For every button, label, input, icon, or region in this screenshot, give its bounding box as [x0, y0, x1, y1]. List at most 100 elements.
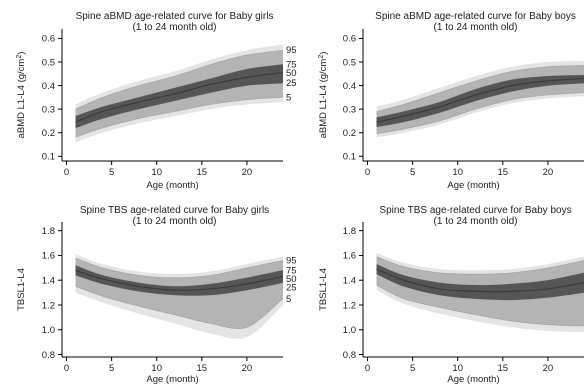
x-tick-label: 0	[64, 167, 69, 178]
y-tick-label: 0.8	[42, 350, 55, 361]
x-tick-label: 5	[410, 167, 415, 178]
y-tick-label: 1.2	[343, 300, 356, 311]
percentile-label-p95: 95	[286, 255, 297, 266]
x-tick-label: 10	[452, 363, 463, 374]
series-line-p75	[376, 74, 584, 118]
x-tick-label: 15	[498, 167, 509, 178]
series-line-p50	[75, 269, 283, 291]
y-tick-label: 0.5	[42, 57, 55, 68]
panel-subtitle: (1 to 24 month old)	[434, 22, 518, 33]
percentile-label-p75: 75	[286, 59, 297, 70]
x-tick-label: 15	[197, 167, 208, 178]
percentile-label-p50: 50	[286, 68, 297, 79]
y-tick-label: 1.8	[42, 226, 55, 237]
y-tick-label: 0.3	[42, 104, 55, 115]
percentile-label-p5: 5	[286, 92, 291, 103]
y-tick-label: 1.0	[343, 325, 356, 336]
percentile-label-p75: 75	[286, 265, 297, 276]
series-line-p75	[376, 263, 584, 286]
series-line-p25	[75, 82, 283, 129]
y-tick-label: 1.8	[343, 226, 356, 237]
series-line-p5	[376, 284, 584, 327]
x-axis-label: Age (month)	[447, 180, 499, 191]
x-tick-label: 20	[543, 167, 554, 178]
y-tick-label: 0.6	[343, 34, 356, 45]
plot-area	[75, 254, 283, 339]
panel-title: Spine TBS age-related curve for Baby boy…	[379, 205, 571, 216]
y-tick-label: 1.4	[343, 276, 356, 287]
x-tick-label: 5	[109, 167, 114, 178]
panel-subtitle: (1 to 24 month old)	[133, 22, 217, 33]
panel-abmd-girls: 0.1 0.2 0.3 0.4 0.5 0.6 0 5 10 15 20 Spine aBMD age…	[16, 11, 297, 191]
x-tick-label: 10	[151, 363, 162, 374]
y-tick-label: 0.5	[343, 57, 356, 68]
x-tick-label: 15	[197, 363, 208, 374]
panel-tbs-boys: 0.8 1.0 1.2 1.4 1.6 1.8 0 5 10 15 20 Spine TBS age-…	[318, 205, 584, 385]
series-line-p75	[75, 265, 283, 287]
series-line-p95	[376, 256, 584, 275]
y-tick-label: 1.2	[42, 300, 55, 311]
x-tick-label: 5	[109, 363, 114, 374]
x-axis-label: Age (month)	[146, 374, 198, 385]
panel-subtitle: (1 to 24 month old)	[133, 216, 217, 227]
x-tick-label: 20	[242, 167, 253, 178]
percentile-label-p95: 95	[286, 45, 297, 56]
series-line-p95	[75, 49, 283, 110]
series-line-p25	[376, 82, 584, 128]
series-line-p5	[376, 92, 584, 135]
x-tick-label: 5	[410, 363, 415, 374]
x-tick-label: 20	[242, 363, 253, 374]
band-p25-p75	[376, 264, 584, 301]
x-axis-label: Age (month)	[146, 180, 198, 191]
y-tick-label: 0.6	[42, 34, 55, 45]
y-tick-label: 1.6	[343, 251, 356, 262]
y-tick-label: 0.2	[343, 128, 356, 139]
y-tick-label: 0.2	[42, 128, 55, 139]
y-axis-label: aBMD L1-L4 (g/cm2)	[16, 52, 28, 139]
percentile-label-p50: 50	[286, 274, 297, 285]
x-tick-label: 15	[498, 363, 509, 374]
y-tick-label: 0.3	[343, 104, 356, 115]
percentile-label-p25: 25	[286, 78, 297, 89]
series-line-p95	[75, 257, 283, 279]
y-tick-label: 0.4	[343, 81, 356, 92]
y-axis-label: aBMD L1-L4 (g/cm2)	[318, 52, 330, 139]
series-line-p5	[75, 286, 283, 330]
series-line-p75	[75, 64, 283, 117]
y-tick-label: 0.8	[343, 350, 356, 361]
x-axis-label: Age (month)	[447, 374, 499, 385]
plot-area	[376, 252, 584, 333]
percentile-label-p25: 25	[286, 282, 297, 293]
series-line-p50	[75, 72, 283, 123]
panel-title: Spine TBS age-related curve for Baby gir…	[80, 205, 269, 216]
series-line-p50	[376, 268, 584, 293]
y-axis-label: TBSL1-L4	[318, 268, 329, 311]
x-tick-label: 10	[151, 167, 162, 178]
panel-title: Spine aBMD age-related curve for Baby bo…	[375, 11, 576, 22]
band-p25-p75	[376, 74, 584, 127]
y-tick-label: 0.1	[343, 152, 356, 163]
series-line-p25	[376, 273, 584, 301]
y-tick-label: 1.4	[42, 276, 55, 287]
panel-title: Spine aBMD age-related curve for Baby gi…	[76, 11, 274, 22]
series-line-p5	[75, 97, 283, 138]
y-tick-label: 0.1	[42, 152, 55, 163]
panel-tbs-girls: 0.8 1.0 1.2 1.4 1.6 1.8 0 5 10 15 20 Spine TBS age-…	[16, 205, 297, 385]
x-tick-label: 10	[452, 167, 463, 178]
y-tick-label: 1.0	[42, 325, 55, 336]
y-tick-label: 0.4	[42, 81, 55, 92]
y-tick-label: 1.6	[42, 251, 55, 262]
series-line-p25	[75, 274, 283, 296]
panel-subtitle: (1 to 24 month old)	[434, 216, 518, 227]
y-axis-label: TBSL1-L4	[16, 268, 27, 311]
x-tick-label: 20	[543, 363, 554, 374]
x-tick-label: 0	[365, 363, 370, 374]
band-p25-p75	[75, 265, 283, 296]
plot-area	[75, 44, 283, 143]
series-line-p50	[376, 77, 584, 123]
panel-abmd-boys: 0.1 0.2 0.3 0.4 0.5 0.6 0 5 10 15 20 Spine aBMD age…	[318, 11, 584, 191]
series-line-p95	[376, 65, 584, 112]
x-tick-label: 0	[64, 363, 69, 374]
percentile-label-p5: 5	[286, 294, 291, 305]
